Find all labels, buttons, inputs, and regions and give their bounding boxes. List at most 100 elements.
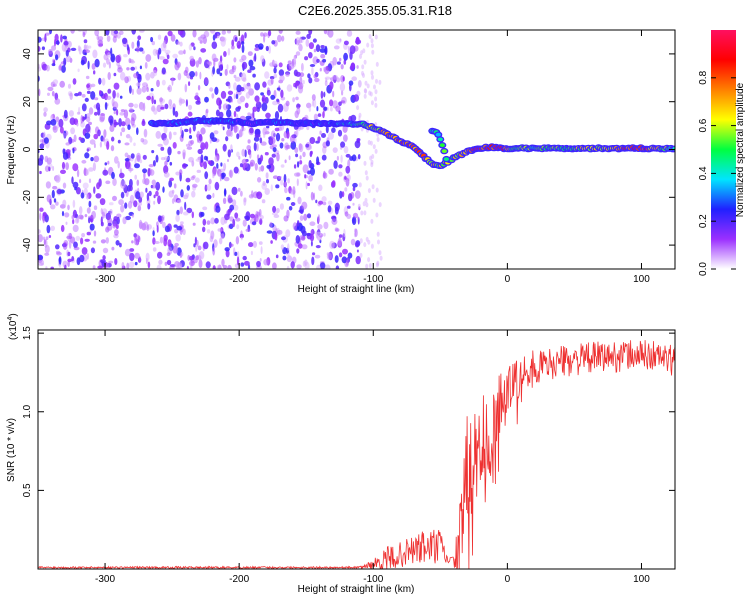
noise-speckle — [264, 127, 268, 132]
noise-speckle — [113, 82, 120, 90]
noise-speckle — [186, 265, 189, 269]
noise-speckle — [241, 148, 246, 157]
noise-speckle — [152, 247, 157, 252]
noise-speckle — [100, 239, 106, 244]
noise-speckle — [222, 265, 228, 269]
noise-speckle — [265, 112, 271, 119]
noise-speckle — [77, 214, 84, 220]
x-tick-label: -200 — [229, 274, 249, 285]
noise-speckle — [229, 204, 235, 211]
noise-speckle — [43, 236, 45, 241]
noise-speckle — [107, 222, 112, 227]
noise-speckle — [327, 200, 333, 205]
noise-speckle — [309, 151, 313, 158]
noise-speckle — [260, 141, 267, 146]
noise-speckle — [273, 214, 280, 218]
x-tick-label: -300 — [95, 574, 115, 585]
noise-speckle — [254, 47, 260, 52]
noise-speckle — [292, 97, 295, 103]
noise-speckle — [323, 30, 327, 35]
noise-speckle — [224, 247, 230, 252]
noise-speckle — [196, 169, 201, 173]
snr-panel: -300 -200 -100 0 100 0.5 1.0 1.5 Height of str… — [6, 313, 676, 595]
noise-speckle — [73, 134, 77, 143]
noise-speckle — [123, 109, 129, 119]
noise-speckle — [100, 216, 103, 225]
noise-speckle — [120, 71, 126, 81]
noise-speckle — [178, 264, 183, 269]
noise-speckle — [344, 135, 347, 143]
noise-speckle — [227, 264, 232, 269]
noise-speckle — [307, 73, 311, 79]
noise-speckle — [334, 255, 339, 263]
noise-speckle — [238, 155, 241, 160]
noise-speckle — [367, 188, 371, 194]
noise-speckle — [329, 99, 334, 107]
noise-speckle — [203, 241, 209, 250]
noise-speckle — [225, 249, 230, 258]
noise-speckle — [247, 139, 251, 144]
noise-speckle — [156, 225, 159, 233]
noise-speckle — [354, 241, 360, 248]
noise-speckle — [109, 202, 114, 206]
noise-speckle — [162, 221, 166, 229]
noise-speckle — [356, 193, 360, 198]
noise-speckle — [278, 30, 283, 34]
noise-speckle — [66, 149, 71, 153]
noise-speckle — [323, 91, 326, 98]
noise-speckle — [331, 180, 336, 188]
noise-speckle — [288, 155, 291, 161]
noise-speckle — [152, 48, 158, 56]
noise-speckle — [48, 48, 53, 55]
noise-speckle — [44, 165, 50, 172]
noise-speckle — [128, 200, 133, 209]
noise-speckle — [177, 150, 181, 155]
noise-speckle — [378, 79, 382, 85]
noise-speckle — [299, 36, 303, 44]
noise-speckle — [131, 213, 135, 218]
noise-speckle — [50, 118, 57, 126]
noise-speckle — [124, 142, 130, 146]
noise-speckle — [146, 95, 152, 101]
noise-speckle — [348, 193, 353, 202]
noise-speckle — [371, 74, 374, 80]
noise-speckle — [158, 47, 162, 55]
noise-speckle — [142, 154, 147, 160]
x-tick-label: -200 — [229, 574, 249, 585]
noise-speckle — [160, 157, 166, 161]
noise-speckle — [75, 235, 81, 241]
x-tick-label: -100 — [363, 274, 383, 285]
noise-speckle — [212, 192, 215, 199]
noise-speckle — [240, 262, 245, 267]
noise-speckle — [216, 68, 221, 75]
figure-title: C2E6.2025.355.05.31.R18 — [298, 3, 452, 18]
noise-speckle — [83, 39, 88, 44]
noise-speckle — [351, 76, 358, 81]
noise-speckle — [114, 156, 119, 164]
noise-speckle — [258, 214, 264, 220]
noise-speckle — [338, 101, 342, 107]
noise-speckle — [76, 216, 79, 223]
noise-speckle — [111, 136, 115, 142]
noise-speckle — [39, 259, 45, 266]
noise-speckle — [274, 127, 280, 132]
y-tick-label: 0.5 — [22, 483, 33, 497]
noise-speckle — [306, 125, 310, 131]
noise-speckle — [141, 85, 147, 93]
noise-speckle — [301, 235, 306, 241]
noise-speckle — [239, 233, 244, 239]
noise-speckle — [86, 113, 91, 119]
noise-speckle — [202, 206, 208, 211]
noise-speckle — [254, 134, 261, 138]
noise-speckle — [131, 240, 134, 244]
noise-speckle — [367, 140, 371, 145]
noise-speckle — [106, 58, 110, 65]
noise-speckle — [50, 225, 55, 231]
noise-speckle — [220, 216, 226, 226]
noise-speckle — [199, 71, 202, 80]
noise-speckle — [343, 228, 346, 238]
noise-speckle — [175, 214, 180, 222]
noise-speckle — [228, 223, 234, 230]
noise-speckle — [192, 183, 198, 188]
noise-speckle — [151, 184, 157, 189]
